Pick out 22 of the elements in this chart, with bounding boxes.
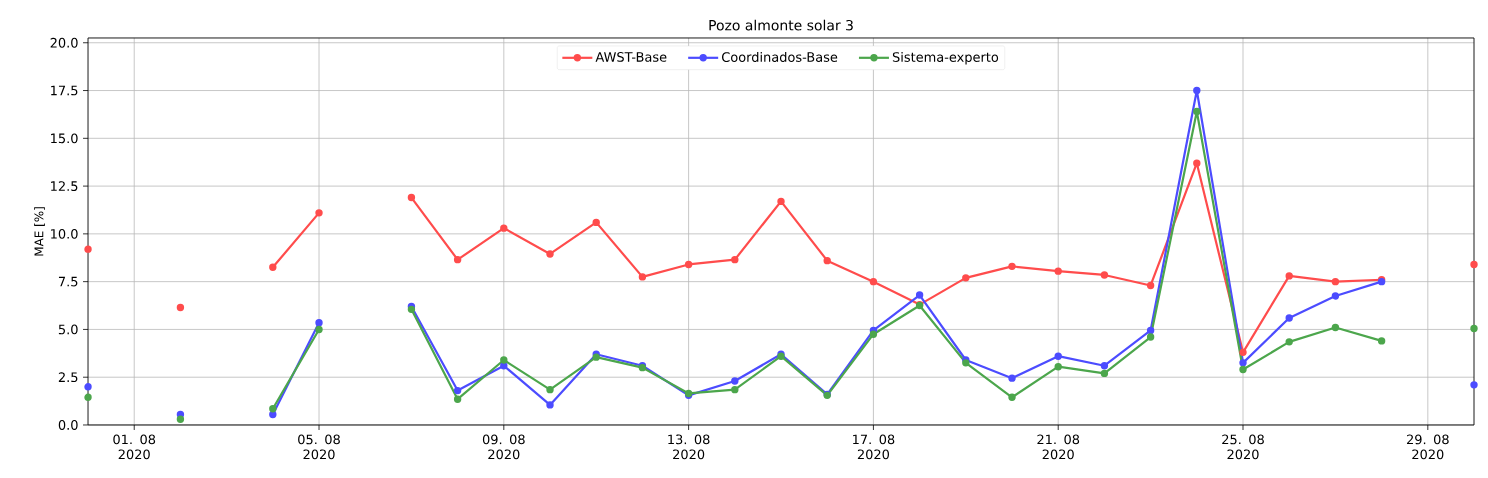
- x-tick-label: 05. 08 2020: [298, 434, 340, 460]
- legend-label: Coordinados-Base: [721, 51, 838, 62]
- x-tick-label: 17. 08 2020: [853, 434, 895, 460]
- chart-title: Pozo almonte solar 3: [709, 19, 853, 31]
- y-tick-label: 0.0: [58, 420, 78, 430]
- y-tick-label: 12.5: [51, 181, 78, 191]
- y-tick-label: 17.5: [51, 85, 78, 96]
- y-tick-label: 5.0: [58, 324, 78, 335]
- x-tick-label: 01. 08 2020: [113, 434, 156, 460]
- x-tick-label: 09. 08 2020: [482, 434, 525, 460]
- legend-label: AWST-Base: [595, 52, 667, 62]
- x-tick-label: 13. 08 2020: [668, 434, 710, 460]
- y-axis-title: MAE [%]: [34, 207, 45, 256]
- y-tick-label: 10.0: [51, 228, 78, 239]
- x-tick-label: 21. 08 2020: [1037, 434, 1080, 460]
- x-tick-label: 29. 08 2020: [1406, 434, 1449, 460]
- y-tick-label: 15.0: [51, 133, 78, 144]
- legend-label: Sistema-experto: [892, 51, 999, 65]
- y-tick-label: 7.5: [58, 276, 78, 287]
- y-tick-label: 20.0: [50, 37, 78, 48]
- y-tick-label: 2.5: [58, 372, 78, 383]
- x-tick-label: 25. 08 2020: [1222, 434, 1264, 460]
